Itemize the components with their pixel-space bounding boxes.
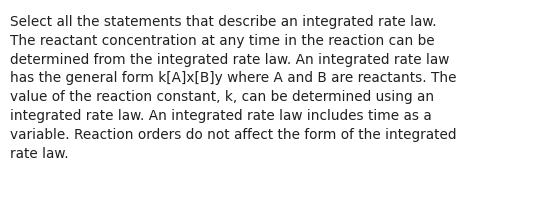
- Text: Select all the statements that describe an integrated rate law.
The reactant con: Select all the statements that describe …: [10, 15, 456, 161]
